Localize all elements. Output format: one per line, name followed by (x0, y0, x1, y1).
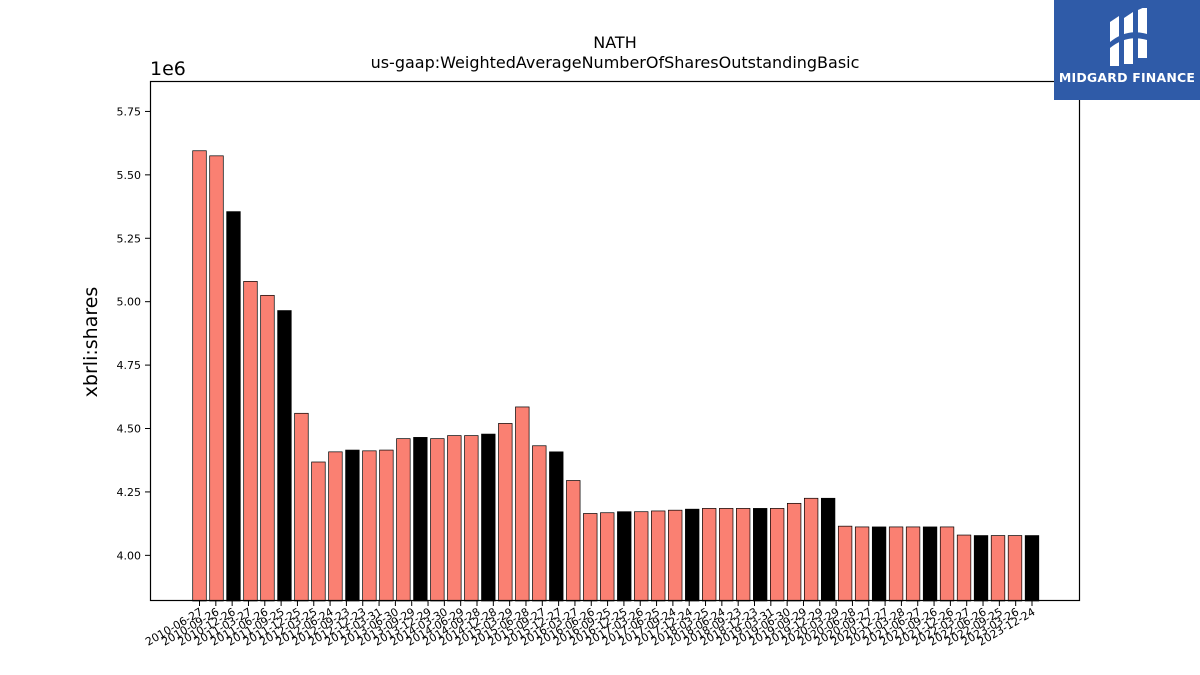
bar (430, 438, 445, 602)
brand-name: MIDGARD FINANCE (1058, 70, 1196, 85)
bar (719, 508, 734, 602)
bar (786, 502, 802, 602)
bar (888, 526, 904, 602)
bar (464, 435, 479, 602)
bar (277, 310, 292, 602)
bar (820, 497, 836, 602)
bar (905, 526, 921, 602)
bar (803, 497, 819, 602)
y-scale-label: 1e6 (150, 58, 186, 80)
bar (294, 412, 309, 602)
y-axis-label: xbrli:shares (80, 287, 102, 398)
bar (617, 511, 632, 602)
chart-subtitle: us-gaap:WeightedAverageNumberOfSharesOut… (371, 53, 860, 72)
bar (396, 438, 411, 602)
bar (753, 508, 768, 602)
midgard-logo-icon (1110, 8, 1147, 66)
bar (209, 155, 224, 602)
bar (566, 480, 581, 602)
bar (668, 509, 683, 602)
brand-logo: MIDGARD FINANCE (1054, 0, 1200, 100)
bar (922, 526, 938, 602)
y-tick-label: 5.00 (117, 296, 142, 309)
bar (379, 449, 394, 602)
bar (481, 433, 496, 602)
y-tick-label: 4.00 (117, 549, 142, 562)
bar (532, 445, 547, 602)
bar (447, 435, 462, 602)
bar (651, 510, 666, 602)
bar (226, 211, 241, 602)
bar (498, 423, 513, 602)
bar (311, 461, 326, 602)
bar (973, 535, 989, 602)
bar (770, 508, 785, 602)
bar (1007, 535, 1023, 602)
bar (243, 281, 258, 602)
y-tick-label: 4.75 (117, 359, 142, 372)
y-tick-label: 4.50 (117, 423, 142, 436)
bar (362, 450, 377, 602)
y-tick-label: 4.25 (117, 486, 142, 499)
plot-frame (149, 80, 1081, 602)
bar (736, 508, 751, 602)
bar (837, 525, 853, 602)
bar (583, 513, 598, 602)
bar (1024, 535, 1040, 602)
bar (600, 512, 615, 602)
chart-title: NATH (593, 33, 636, 52)
bar (413, 437, 428, 602)
bar (956, 534, 972, 602)
bar (854, 526, 870, 602)
bar (345, 449, 360, 602)
bar (515, 406, 530, 602)
bar (990, 535, 1006, 602)
bar (260, 294, 275, 602)
bar (634, 511, 649, 602)
x-axis: 2010-06-272010-09-262010-12-262011-03-27… (143, 601, 1038, 649)
bar-series (192, 150, 1040, 602)
y-tick-label: 5.75 (117, 105, 142, 118)
bar (939, 526, 955, 602)
bar (328, 451, 343, 602)
bar (685, 508, 700, 602)
y-tick-label: 5.50 (117, 169, 142, 182)
bar (871, 526, 887, 602)
y-tick-label: 5.25 (117, 232, 142, 245)
bar (192, 150, 207, 602)
bar (702, 508, 717, 602)
bar (549, 451, 564, 602)
y-axis: 4.00 4.25 4.50 4.75 5.00 5.25 5.50 5.75 (117, 105, 150, 562)
